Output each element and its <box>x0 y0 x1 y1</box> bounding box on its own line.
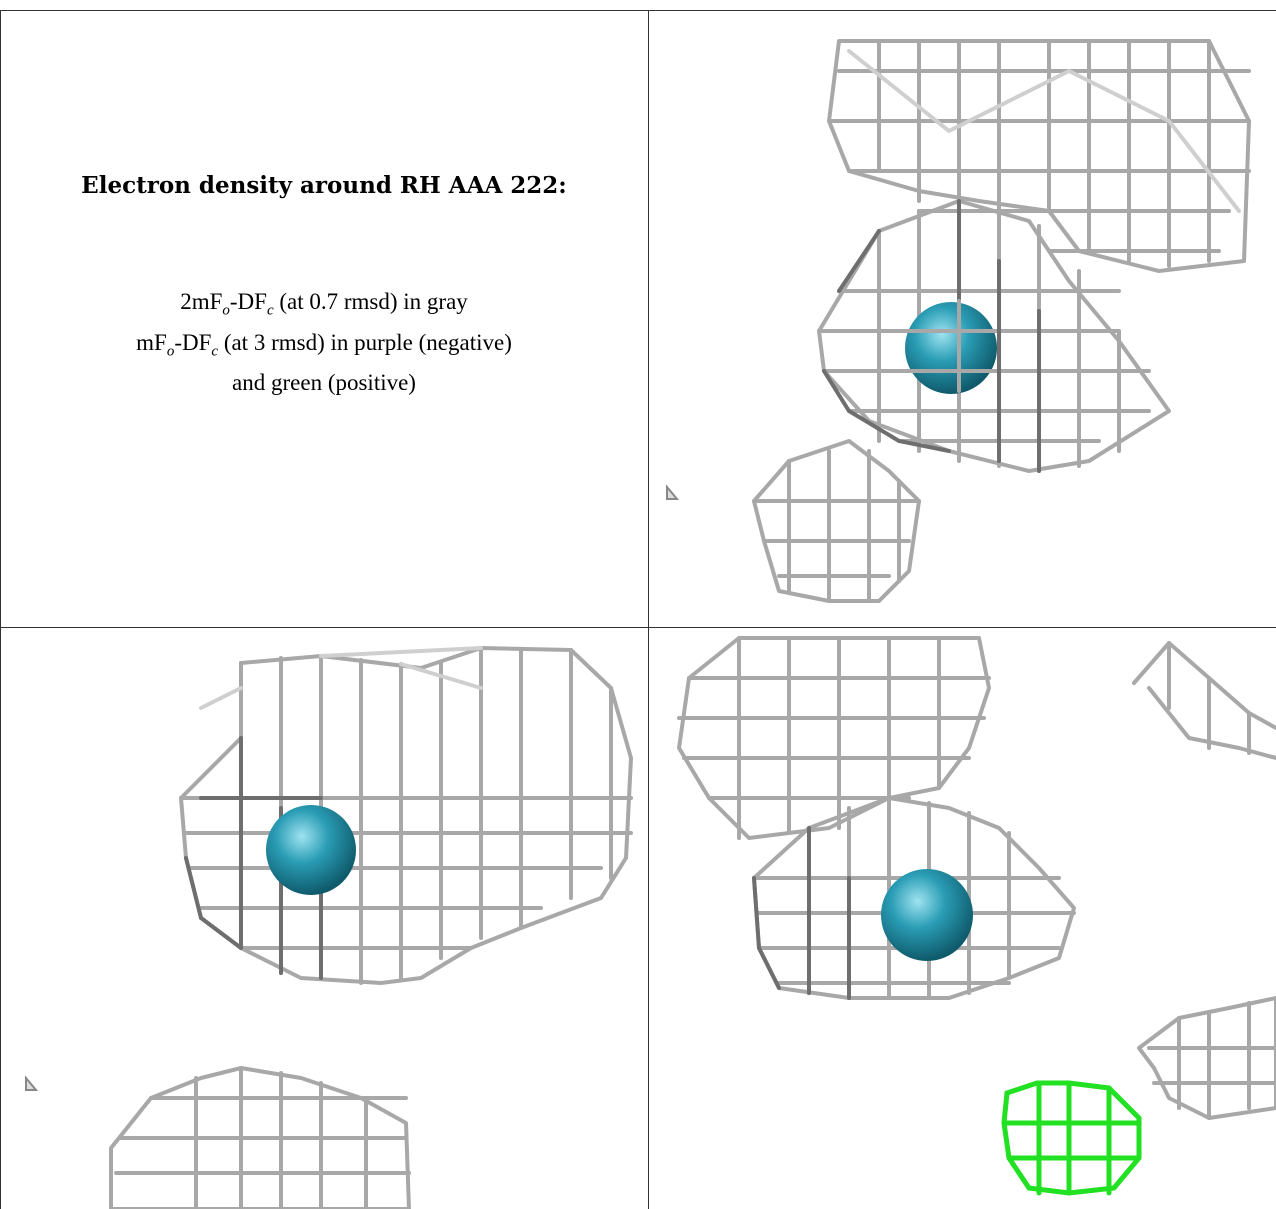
caption-title: Electron density around RH AAA 222: <box>81 172 567 199</box>
table-divider-horizontal <box>0 627 1276 628</box>
axis-marker-icon <box>25 1075 39 1091</box>
density-panel-bottom-left <box>1 628 648 1209</box>
density-panel-top-right <box>649 11 1276 627</box>
mesh-main-blob <box>179 646 633 985</box>
mesh-positive-difference <box>1001 1080 1142 1196</box>
atom-sphere <box>905 302 997 394</box>
mesh-upper-blob <box>827 39 1251 273</box>
density-panel-bottom-right <box>649 628 1276 1209</box>
mesh-central-dark-edges <box>752 826 851 1000</box>
atom-sphere <box>881 869 973 961</box>
density-mesh-view-3 <box>677 636 1276 1196</box>
caption-line-1: 2mFo-DFc (at 0.7 rmsd) in gray <box>180 289 468 319</box>
mesh-main-dark-edges <box>184 736 323 980</box>
mesh-bottom-blob <box>109 1066 411 1209</box>
caption-line-2: mFo-DFc (at 3 rmsd) in purple (negative) <box>136 329 512 360</box>
atom-sphere <box>266 805 356 895</box>
axis-marker-icon <box>666 484 680 500</box>
caption-line-3: and green (positive) <box>232 370 416 396</box>
mesh-over-atom <box>907 299 996 393</box>
mesh-central-dark-edges <box>822 199 1041 473</box>
caption-description: 2mFo-DFc (at 0.7 rmsd) in gray mFo-DFc (… <box>0 286 648 398</box>
caption-cell: Electron density around RH AAA 222: 2mFo… <box>0 0 648 608</box>
mesh-top-right-fragment <box>1132 641 1276 760</box>
mesh-upper-left-blob <box>677 636 991 840</box>
table-border-top <box>0 10 1276 11</box>
mesh-lower-blob <box>752 439 921 603</box>
mesh-right-fragment <box>1137 996 1276 1120</box>
table-divider-vertical <box>648 10 649 1209</box>
density-mesh-view-2 <box>25 646 633 1209</box>
density-mesh-view-1 <box>666 39 1251 603</box>
table-border-left <box>0 10 1 1209</box>
